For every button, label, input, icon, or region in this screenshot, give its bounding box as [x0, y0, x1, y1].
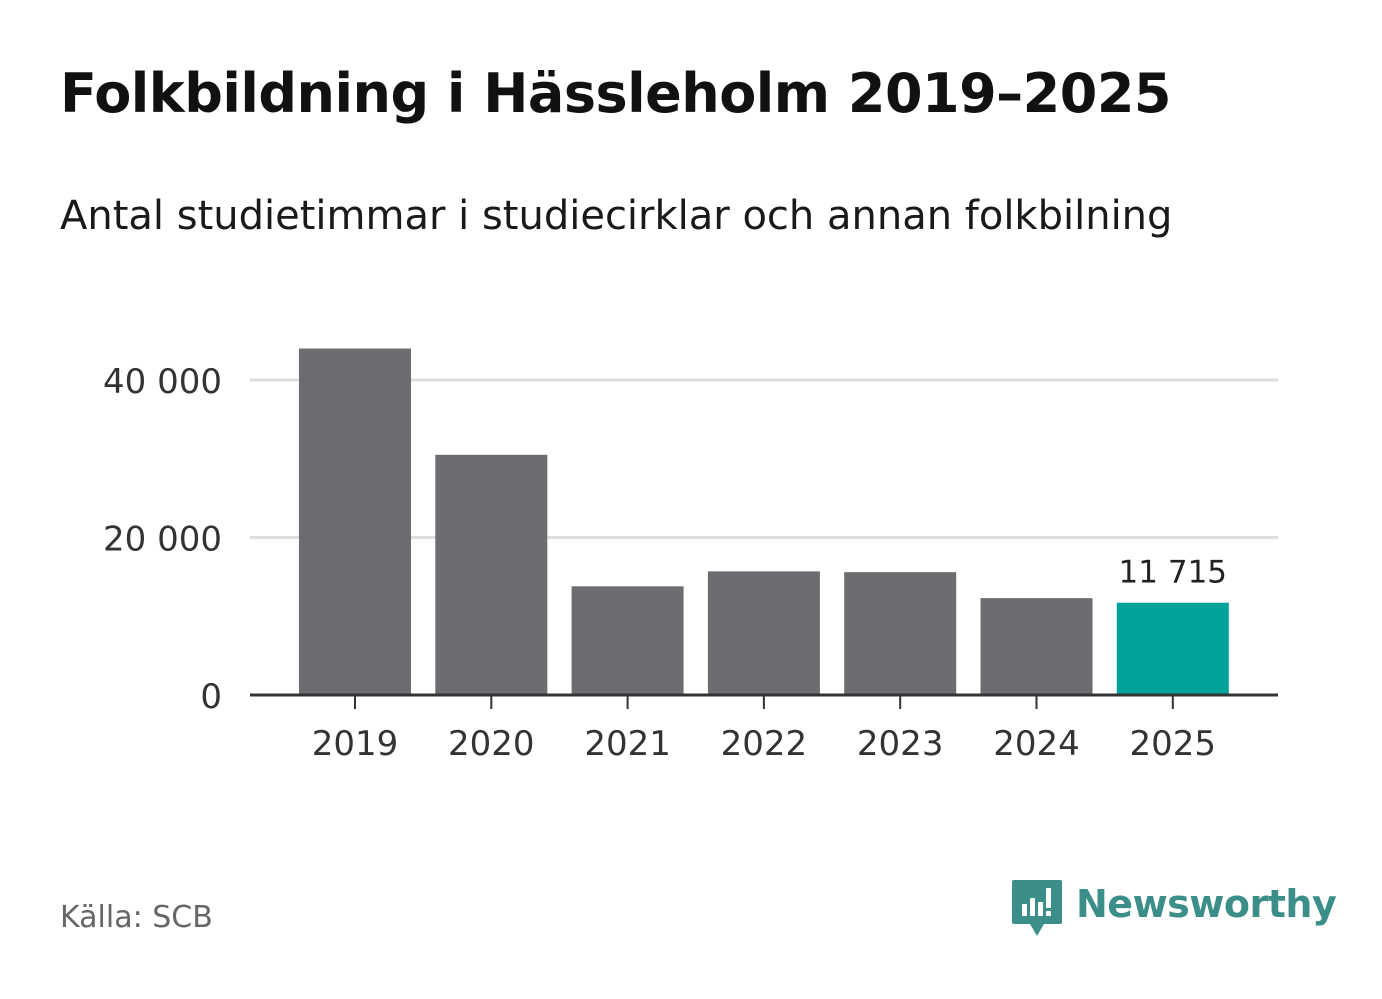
newsworthy-logo-icon	[1012, 880, 1062, 936]
bar-2024	[980, 598, 1093, 695]
x-tick-label: 2023	[857, 724, 944, 764]
axes	[250, 693, 1278, 709]
bar-2023	[844, 572, 957, 695]
x-tick-label: 2025	[1130, 724, 1217, 764]
data-label-2025: 11 715	[1119, 555, 1227, 591]
y-tick-label: 20 000	[103, 520, 222, 560]
source-note: Källa: SCB	[60, 900, 213, 935]
labels: 0 20 000 40 000 2019 2020 2021 2022 2023 2024 202…	[103, 362, 1227, 764]
bar-2021	[571, 586, 684, 695]
gridlines	[250, 378, 1278, 539]
x-tick-label: 2021	[584, 724, 671, 764]
brand-logo: Newsworthy	[1010, 878, 1337, 942]
x-tick-label: 2022	[721, 724, 808, 764]
chart-subtitle: Antal studietimmar i studiecirklar och a…	[60, 193, 1173, 239]
bars	[299, 348, 1229, 695]
x-tick-label: 2020	[448, 724, 535, 764]
bar-2020	[435, 454, 548, 695]
x-tick-label: 2019	[312, 724, 399, 764]
y-tick-label: 0	[200, 677, 222, 717]
bar-2025	[1116, 602, 1229, 695]
y-tick-label: 40 000	[103, 362, 222, 402]
brand-name: Newsworthy	[1076, 882, 1337, 926]
bar-2022	[707, 571, 820, 695]
bar-2019	[299, 348, 411, 695]
chart-title: Folkbildning i Hässleholm 2019–2025	[60, 62, 1171, 125]
x-tick-label: 2024	[993, 724, 1080, 764]
